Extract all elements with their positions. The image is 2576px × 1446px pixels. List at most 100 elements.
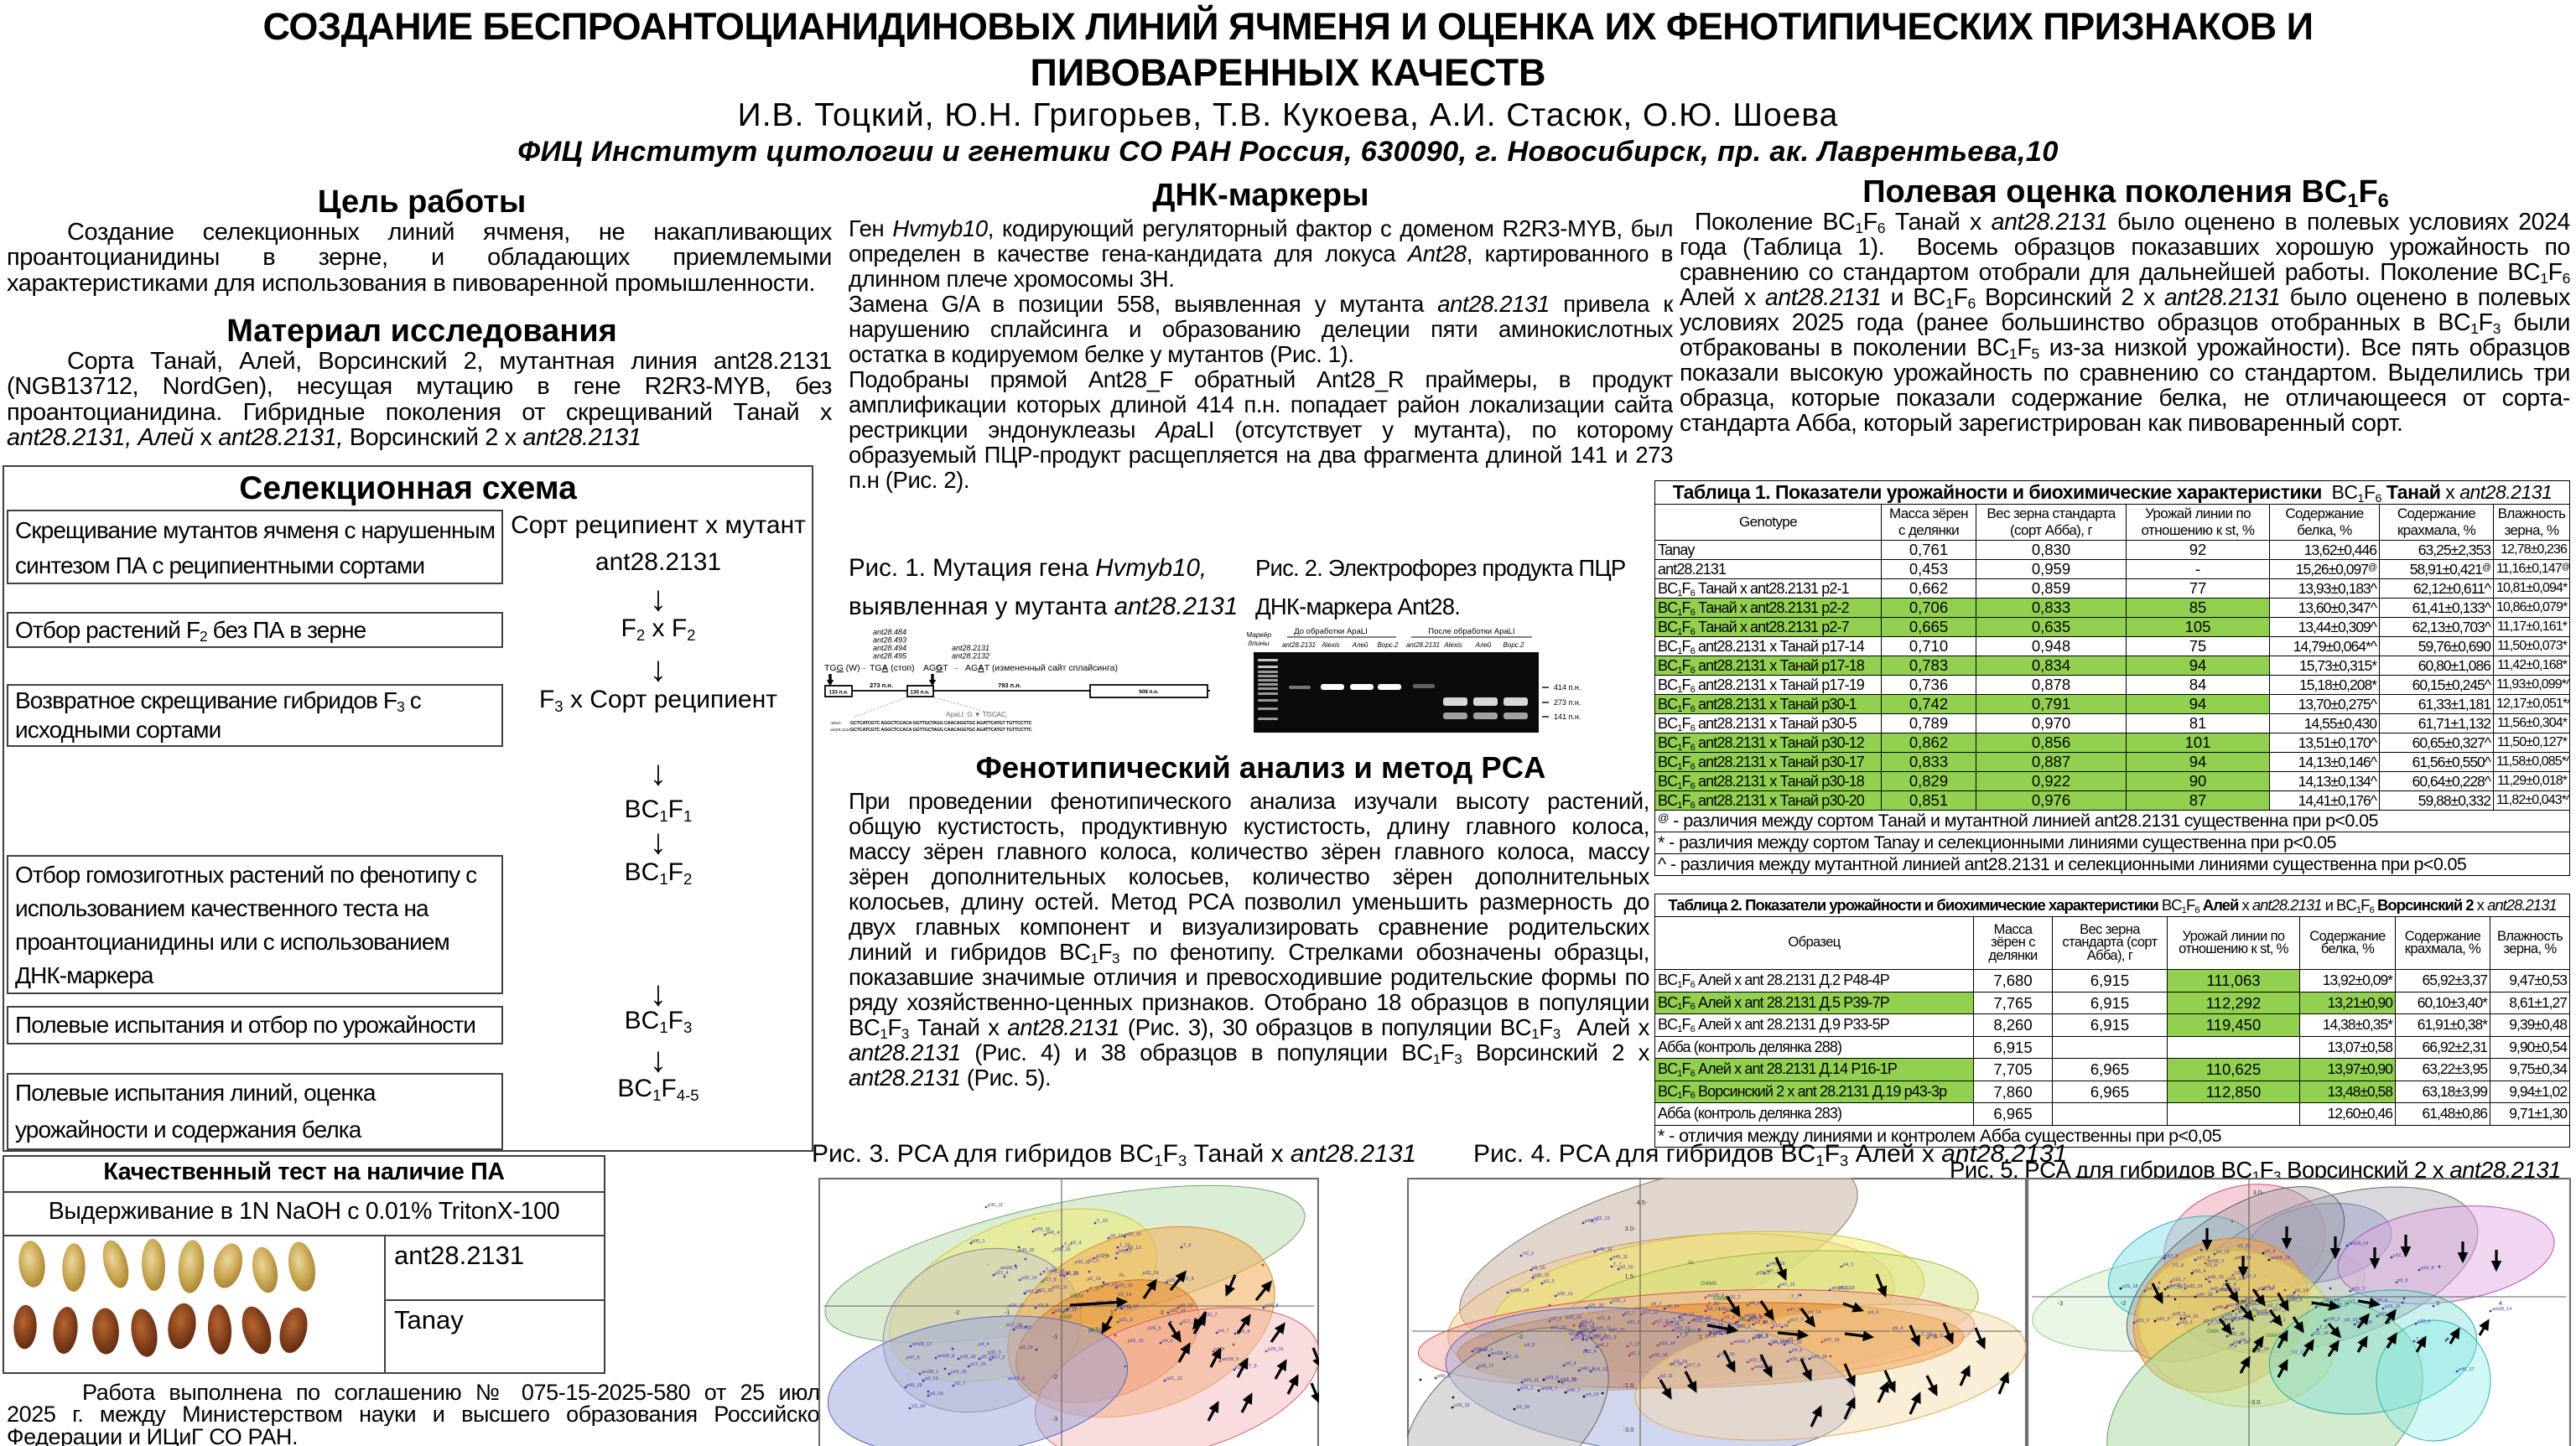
svg-text:p2_20: p2_20: [1763, 1320, 1776, 1325]
svg-text:p17_8: p17_8: [2197, 1256, 2210, 1261]
svg-text:p42_14: p42_14: [1707, 1323, 1723, 1328]
svg-text:p47_18: p47_18: [2197, 1293, 2213, 1298]
svg-text:T_15: T_15: [2210, 1320, 2221, 1325]
svg-text:p17_18: p17_18: [1773, 1324, 1789, 1329]
svg-text:p29_18: p29_18: [1811, 1355, 1827, 1360]
svg-text:p30_11: p30_11: [1075, 1260, 1090, 1265]
svg-text:p47_16: p47_16: [1787, 1308, 1803, 1313]
svg-text:p16_10: p16_10: [951, 1370, 967, 1375]
svg-text:p29_10: p29_10: [960, 1355, 976, 1360]
svg-text:T_9: T_9: [2319, 1325, 2328, 1330]
svg-text:p29_11: p29_11: [1596, 1326, 1611, 1331]
svg-text:p2_8: p2_8: [2265, 1249, 2275, 1254]
svg-text:p42_18: p42_18: [1577, 1330, 1593, 1335]
svg-text:p32_1: p32_1: [1757, 1271, 1770, 1276]
svg-text:p29_8: p29_8: [1545, 1376, 1559, 1381]
svg-text:ant28_7: ant28_7: [1540, 1386, 1557, 1392]
svg-text:p29_6: p29_6: [2418, 1319, 2431, 1324]
svg-text:p17_19: p17_19: [1006, 1323, 1022, 1328]
svg-text:p4_2: p4_2: [1162, 1339, 1172, 1344]
svg-text:p4_19: p4_19: [2216, 1250, 2230, 1255]
svg-text:ant28_4: ant28_4: [2234, 1316, 2251, 1321]
svg-text:p29_4: p29_4: [2287, 1294, 2300, 1299]
svg-text:V2_8: V2_8: [2173, 1263, 2184, 1268]
svg-text:p30_17: p30_17: [1478, 1364, 1494, 1369]
svg-text:p2_1: p2_1: [1630, 1351, 1640, 1356]
svg-text:p4_1: p4_1: [1843, 1262, 1853, 1267]
svg-text:p47_17: p47_17: [1766, 1269, 1782, 1274]
svg-text:p30_14: p30_14: [1170, 1309, 1186, 1314]
svg-text:p9_4: p9_4: [1893, 1326, 1903, 1331]
svg-text:ant28_11: ant28_11: [1831, 1286, 1851, 1291]
svg-text:ant28_8: ant28_8: [2256, 1309, 2272, 1314]
svg-text:p42_12: p42_12: [1675, 1326, 1690, 1331]
svg-text:p49_14: p49_14: [1116, 1306, 1132, 1311]
svg-text:p9_14: p9_14: [1666, 1304, 1680, 1309]
svg-text:1.5-: 1.5-: [1625, 1272, 1636, 1280]
svg-text:p21_9: p21_9: [1119, 1318, 1133, 1323]
svg-text:p32_4: p32_4: [2393, 1253, 2407, 1258]
svg-text:133 п.н.: 133 п.н.: [828, 690, 849, 696]
svg-text:p2_9: p2_9: [2246, 1274, 2256, 1279]
svg-text:GWA: GWA: [2207, 1329, 2220, 1335]
svg-text:p32_14: p32_14: [2187, 1284, 2203, 1289]
svg-text:273 п.н.: 273 п.н.: [1554, 698, 1581, 707]
svg-text:p16_14: p16_14: [1659, 1341, 1675, 1346]
svg-text:141 п.н.: 141 п.н.: [1554, 713, 1581, 721]
svg-text:ant28.2132: ant28.2132: [952, 652, 989, 661]
svg-text:p21_4: p21_4: [995, 1271, 1009, 1276]
svg-text:V2_19: V2_19: [2292, 1350, 2305, 1355]
svg-text:4.5-: 4.5-: [1637, 1199, 1648, 1206]
svg-text:p30_2: p30_2: [1627, 1320, 1640, 1325]
svg-text:T_20: T_20: [1708, 1302, 1719, 1307]
svg-text:p47_14: p47_14: [1123, 1304, 1139, 1309]
svg-text:p47_15: p47_15: [1609, 1328, 1625, 1333]
svg-text:p4_10: p4_10: [2185, 1314, 2199, 1319]
svg-text:p32_18: p32_18: [2229, 1332, 2245, 1337]
svg-text:AGGT: AGGT: [923, 663, 948, 673]
svg-text:ant28_5: ant28_5: [1744, 1314, 1761, 1319]
svg-text:p4_1: p4_1: [1598, 1343, 1608, 1348]
svg-text:3.0-: 3.0-: [2253, 1189, 2264, 1196]
svg-text:V2_14: V2_14: [1771, 1340, 1784, 1345]
svg-text:p29_14: p29_14: [1579, 1325, 1595, 1330]
svg-text:p47_19: p47_19: [2324, 1298, 2340, 1303]
svg-text:T_10: T_10: [1097, 1219, 1108, 1224]
svg-text:→: →: [860, 663, 867, 671]
svg-text:p32_17: p32_17: [2238, 1300, 2254, 1305]
svg-text:130 п.н.: 130 п.н.: [910, 690, 930, 696]
svg-text:p30_6: p30_6: [2289, 1298, 2303, 1303]
svg-text:ant28.494: ant28.494: [873, 644, 906, 652]
svg-text:p9_20: p9_20: [1788, 1337, 1801, 1342]
svg-text:p49_7: p49_7: [2245, 1297, 2258, 1302]
svg-text:p9_10: p9_10: [2345, 1318, 2358, 1323]
svg-text:T_6: T_6: [1183, 1243, 1192, 1248]
svg-text:AL: AL: [1119, 1272, 1125, 1278]
svg-text:p16_14: p16_14: [1696, 1315, 1711, 1320]
svg-text:p29_5: p29_5: [1148, 1326, 1161, 1331]
svg-text:p2_18: p2_18: [1666, 1322, 1680, 1327]
svg-text:Alexis: Alexis: [829, 721, 841, 726]
svg-text:p9_6: p9_6: [1792, 1348, 1802, 1353]
svg-text:T_17: T_17: [1629, 1342, 1640, 1347]
svg-text:p32_2: p32_2: [1520, 1386, 1534, 1391]
svg-text:V2_10: V2_10: [911, 1404, 925, 1409]
svg-text:ant28_14: ant28_14: [2349, 1241, 2368, 1246]
svg-text:p42_4: p42_4: [1046, 1231, 1060, 1236]
svg-text:p32_19: p32_19: [1143, 1271, 1159, 1276]
svg-text:p32_1: p32_1: [1613, 1298, 1626, 1303]
svg-text:p29_15: p29_15: [1268, 1347, 1284, 1352]
svg-text:Ворс.2: Ворс.2: [1378, 641, 1399, 649]
svg-text:ant28.484: ant28.484: [873, 628, 906, 636]
svg-text:p2_11: p2_11: [1064, 1308, 1077, 1313]
svg-text:p17_5: p17_5: [2165, 1254, 2179, 1259]
svg-text:p30_20: p30_20: [1019, 1248, 1035, 1253]
svg-text:p17_19: p17_19: [2167, 1285, 2183, 1290]
svg-text:T_7: T_7: [1064, 1242, 1072, 1247]
svg-text:p42_4: p42_4: [2210, 1287, 2224, 1292]
svg-text:ant28.2131: ant28.2131: [830, 728, 850, 733]
svg-text:p47_6: p47_6: [906, 1355, 920, 1360]
svg-text:-1: -1: [1579, 1333, 1585, 1340]
svg-text:GWM: GWM: [1070, 1293, 1083, 1299]
svg-text:p49_10: p49_10: [1738, 1318, 1754, 1323]
